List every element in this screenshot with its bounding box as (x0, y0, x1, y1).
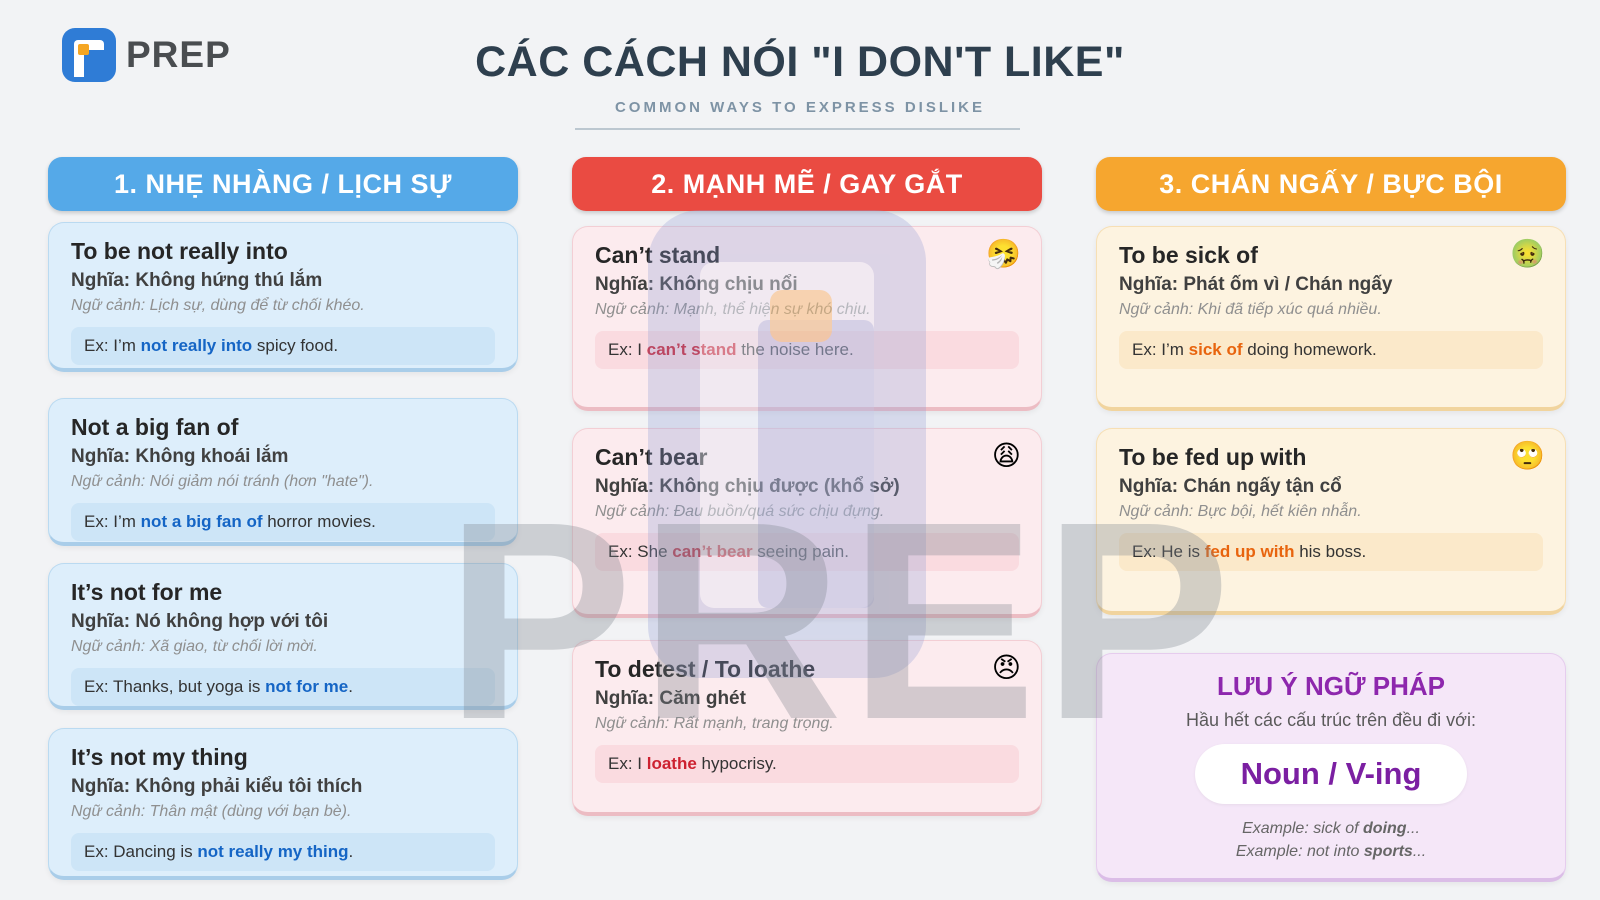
phrase-card: 😠 To detest / To loathe Nghĩa: Căm ghét … (572, 640, 1042, 816)
phrase-card: It’s not for me Nghĩa: Nó không hợp với … (48, 563, 518, 710)
example-suffix: hypocrisy. (696, 754, 777, 773)
example-prefix: Ex: She (608, 542, 673, 561)
phrase-card: 🙄 To be fed up with Nghĩa: Chán ngấy tận… (1096, 428, 1566, 615)
example-highlight: loathe (646, 754, 697, 773)
phrase-title: Can’t stand (595, 242, 721, 268)
example-suffix: doing homework. (1242, 340, 1377, 359)
example-prefix: Ex: I’m (84, 512, 141, 531)
phrase-title: It’s not my thing (71, 744, 248, 770)
context-text: Ngữ cảnh: Mạnh, thể hiện sự khó chịu. (595, 301, 871, 318)
column-header-strong: 2. MẠNH MẼ / GAY GẮT (572, 157, 1042, 211)
example-highlight: can’t stand (646, 340, 737, 359)
nauseated-face-emoji: 🤢 (1510, 237, 1545, 270)
example-box: Ex: She can’t bear seeing pain. (595, 533, 1019, 571)
grammar-example-prefix: Example: not into (1235, 843, 1364, 861)
example-box: Ex: I’m not a big fan of horror movies. (71, 503, 495, 541)
example-highlight: sick of (1188, 340, 1243, 359)
example-highlight: can’t bear (672, 542, 753, 561)
grammar-example-bold: sports (1363, 843, 1413, 861)
example-box: Ex: He is fed up with his boss. (1119, 533, 1543, 571)
example-prefix: Ex: I’m (1132, 340, 1189, 359)
example-box: Ex: I can’t stand the noise here. (595, 331, 1019, 369)
phrase-card: 🤧 Can’t stand Nghĩa: Không chịu nổi Ngữ … (572, 226, 1042, 411)
context-text: Ngữ cảnh: Lịch sự, dùng để từ chối khéo. (71, 297, 365, 314)
grammar-example-line: Example: not into sports... (1097, 840, 1565, 863)
rolling-eyes-face-emoji: 🙄 (1510, 439, 1545, 472)
page-subtitle: COMMON WAYS TO EXPRESS DISLIKE (614, 99, 986, 116)
example-highlight: not for me (265, 677, 349, 696)
meaning-text: Nghĩa: Nó không hợp với tôi (71, 611, 329, 632)
meaning-text: Nghĩa: Không chịu nổi (595, 274, 798, 295)
column-header-gentle: 1. NHẸ NHÀNG / LỊCH SỰ (48, 157, 518, 211)
example-highlight: not really into (140, 336, 253, 355)
example-prefix: Ex: Dancing is (84, 842, 198, 861)
grammar-example-bold: doing (1363, 820, 1407, 837)
meaning-text: Nghĩa: Căm ghét (595, 688, 746, 709)
phrase-title: Can’t bear (595, 444, 708, 470)
context-text: Ngữ cảnh: Bực bội, hết kiên nhẫn. (1119, 503, 1362, 520)
phrase-card: 😩 Can’t bear Nghĩa: Không chịu được (khổ… (572, 428, 1042, 618)
example-suffix: spicy food. (252, 336, 339, 355)
grammar-example-suffix: ... (1412, 843, 1427, 861)
meaning-text: Nghĩa: Không hứng thú lắm (71, 270, 323, 291)
example-suffix: his boss. (1294, 542, 1367, 561)
grammar-pill: Noun / V-ing (1194, 744, 1468, 804)
grammar-example-line: Example: sick of doing... (1097, 817, 1565, 840)
column-header-fed-up: 3. CHÁN NGẤY / BỰC BỘI (1096, 157, 1566, 211)
phrase-title: Not a big fan of (71, 414, 239, 440)
example-box: Ex: Dancing is not really my thing. (71, 833, 495, 871)
context-text: Ngữ cảnh: Thân mật (dùng với bạn bè). (71, 803, 352, 820)
context-text: Ngữ cảnh: Nói giảm nói tránh (hơn "hate"… (71, 473, 374, 490)
example-prefix: Ex: He is (1132, 542, 1205, 561)
example-prefix: Ex: I (608, 754, 647, 773)
phrase-card: It’s not my thing Nghĩa: Không phải kiểu… (48, 728, 518, 880)
meaning-text: Nghĩa: Không khoái lắm (71, 446, 289, 467)
grammar-example-prefix: Example: sick of (1242, 820, 1364, 837)
example-highlight: fed up with (1204, 542, 1295, 561)
example-highlight: not really my thing (197, 842, 349, 861)
phrase-title: To detest / To loathe (595, 656, 816, 682)
phrase-title: To be not really into (71, 238, 288, 264)
title-divider (575, 128, 1020, 130)
context-text: Ngữ cảnh: Xã giao, từ chối lời mời. (71, 638, 318, 655)
angry-face-emoji: 😠 (991, 651, 1021, 684)
brand: PREP (62, 28, 231, 82)
context-text: Ngữ cảnh: Khi đã tiếp xúc quá nhiều. (1119, 301, 1382, 318)
example-suffix: . (348, 677, 353, 696)
example-prefix: Ex: Thanks, but yoga is (84, 677, 266, 696)
example-box: Ex: I’m not really into spicy food. (71, 327, 495, 365)
context-text: Ngữ cảnh: Đau buồn/quá sức chịu đựng. (595, 503, 885, 520)
example-prefix: Ex: I’m (84, 336, 141, 355)
example-box: Ex: I’m sick of doing homework. (1119, 331, 1543, 369)
phrase-card: Not a big fan of Nghĩa: Không khoái lắm … (48, 398, 518, 546)
phrase-title: To be fed up with (1119, 444, 1307, 470)
prep-logo-icon (62, 28, 116, 82)
example-suffix: . (348, 842, 354, 861)
weary-face-emoji: 😩 (991, 439, 1021, 472)
example-prefix: Ex: I (608, 340, 647, 359)
phrase-title: To be sick of (1119, 242, 1258, 268)
example-suffix: horror movies. (262, 512, 376, 531)
grammar-note-title: LƯU Ý NGỮ PHÁP (1216, 671, 1446, 701)
meaning-text: Nghĩa: Không phải kiểu tôi thích (71, 776, 363, 797)
context-text: Ngữ cảnh: Rất mạnh, trang trọng. (595, 715, 834, 732)
grammar-note-description: Hầu hết các cấu trúc trên đều đi với: (1186, 710, 1476, 730)
meaning-text: Nghĩa: Phát ốm vì / Chán ngấy (1119, 274, 1393, 295)
example-highlight: not a big fan of (140, 512, 263, 531)
page-title: CÁC CÁCH NÓI "I DON'T LIKE" (475, 38, 1125, 86)
phrase-title: It’s not for me (71, 579, 223, 605)
grammar-example-suffix: ... (1406, 820, 1420, 837)
meaning-text: Nghĩa: Chán ngấy tận cổ (1119, 476, 1342, 497)
sneezing-face-emoji: 🤧 (986, 237, 1021, 270)
grammar-note-card: LƯU Ý NGỮ PHÁP Hầu hết các cấu trúc trên… (1096, 653, 1566, 882)
meaning-text: Nghĩa: Không chịu được (khổ sở) (595, 476, 900, 497)
example-box: Ex: Thanks, but yoga is not for me. (71, 668, 495, 706)
phrase-card: 🤢 To be sick of Nghĩa: Phát ốm vì / Chán… (1096, 226, 1566, 411)
example-box: Ex: I loathe hypocrisy. (595, 745, 1019, 783)
example-suffix: seeing pain. (752, 542, 849, 561)
phrase-card: To be not really into Nghĩa: Không hứng … (48, 222, 518, 372)
example-suffix: the noise here. (736, 340, 854, 359)
brand-name: PREP (126, 34, 231, 75)
